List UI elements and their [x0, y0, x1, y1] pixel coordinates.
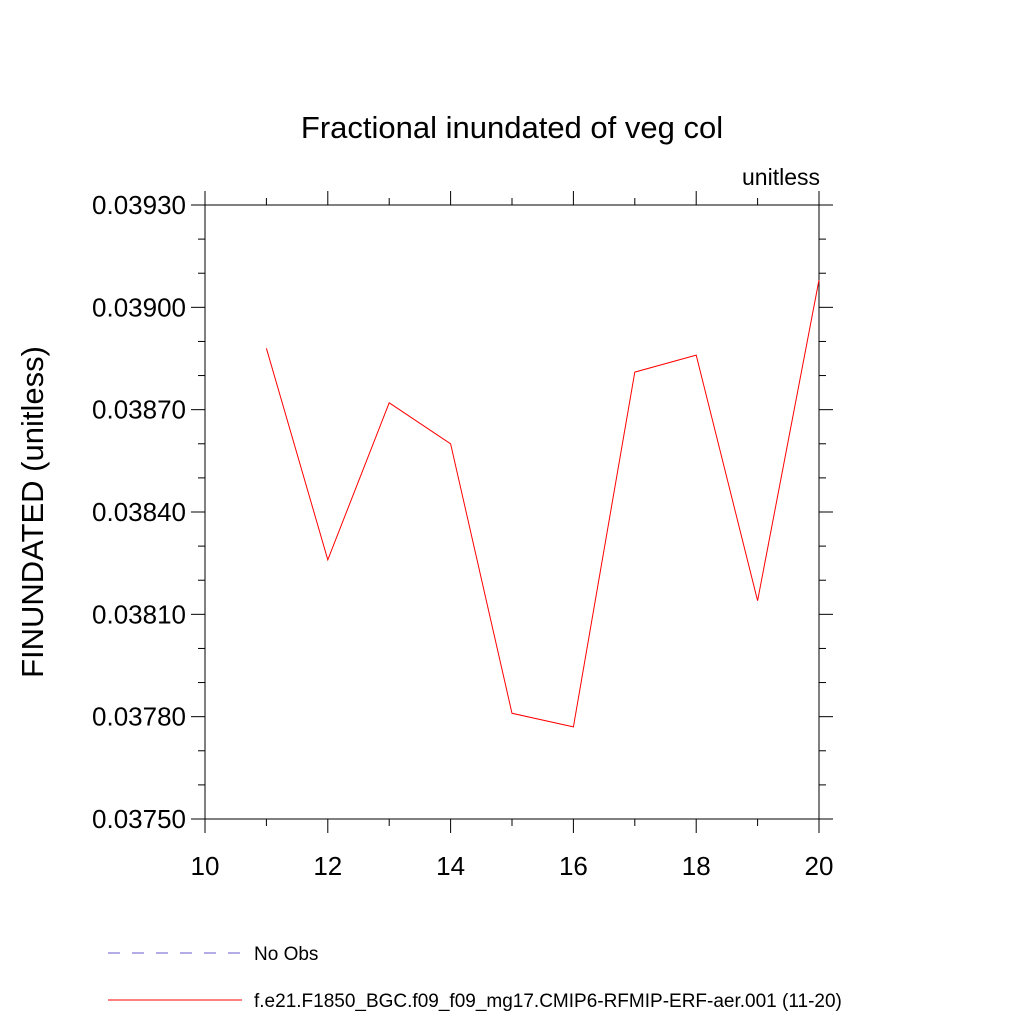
y-tick-label: 0.03840 [92, 497, 186, 527]
x-tick-label: 14 [436, 851, 465, 881]
x-tick-label: 16 [559, 851, 588, 881]
series-line [265, 279, 820, 728]
y-tick-label: 0.03930 [92, 190, 186, 220]
plot-frame [204, 204, 820, 820]
legend-entry-label: No Obs [254, 944, 318, 965]
y-axis-label: FINUNDATED (unitless) [15, 346, 50, 678]
legend: No Obs f.e21.F1850_BGC.f09_f09_mg17.CMIP6… [108, 944, 842, 1012]
y-tick-label: 0.03900 [92, 292, 186, 322]
x-tick-label: 12 [313, 851, 342, 881]
x-tick-label: 18 [682, 851, 711, 881]
axis-tick-labels: 10 12 14 16 18 20 0.03750 0.03780 0.03810 0.03840… [92, 190, 833, 881]
units-label: unitless [742, 164, 820, 190]
y-tick-label: 0.03870 [92, 395, 186, 425]
y-tick-label: 0.03810 [92, 599, 186, 629]
x-tick-label: 20 [805, 851, 834, 881]
legend-entry-label: f.e21.F1850_BGC.f09_f09_mg17.CMIP6-RFMIP… [254, 991, 842, 1012]
y-tick-label: 0.03780 [92, 702, 186, 732]
axis-ticks [191, 191, 833, 833]
y-tick-label: 0.03750 [92, 804, 186, 834]
chart-title: Fractional inundated of veg col [301, 110, 723, 145]
series-layer [265, 279, 820, 728]
x-tick-label: 10 [191, 851, 220, 881]
